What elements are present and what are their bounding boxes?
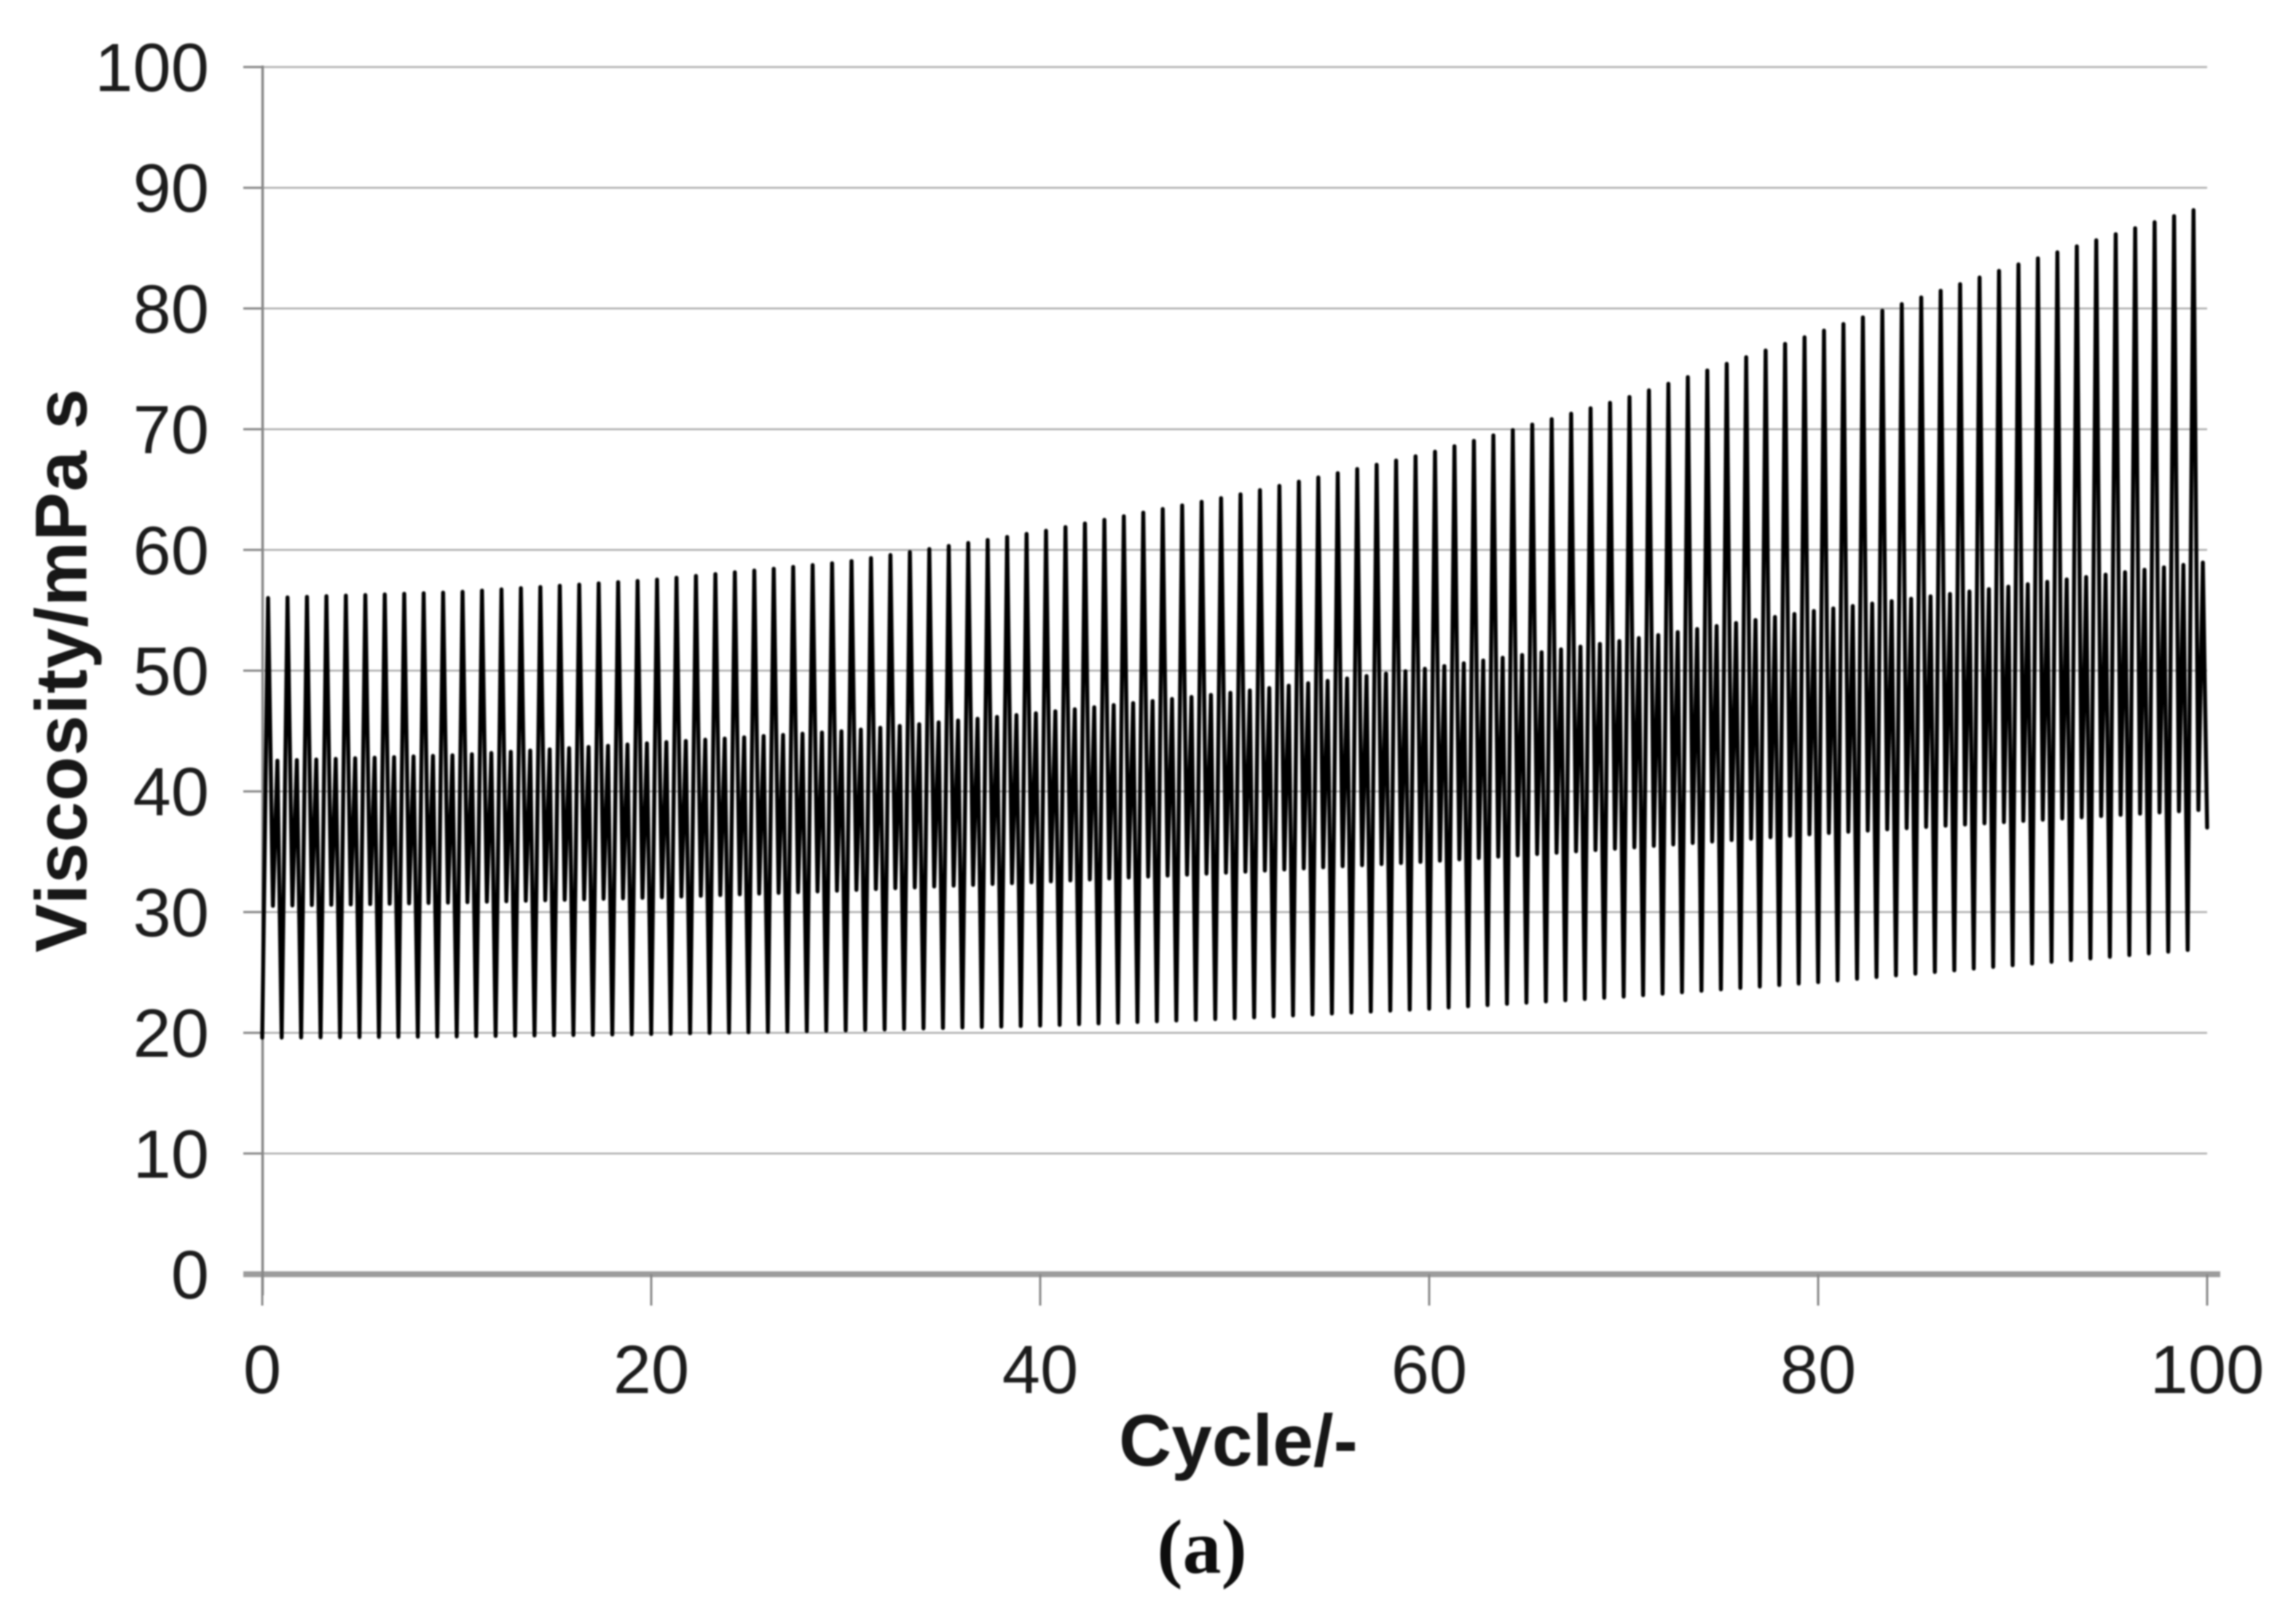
y-tick-label: 80 — [133, 270, 209, 347]
x-tick-label: 60 — [1391, 1331, 1468, 1408]
tick-labels-group: 0 10 20 30 40 50 60 70 80 90 100 0 20 40 60 80 100 — [95, 29, 2264, 1408]
y-tick-label: 40 — [133, 753, 209, 830]
y-tick-label: 30 — [133, 874, 209, 951]
y-tick-label: 0 — [171, 1236, 209, 1313]
x-tick-label: 20 — [613, 1331, 690, 1408]
y-tick-label: 50 — [133, 633, 209, 710]
x-tick-label: 0 — [243, 1331, 281, 1408]
x-tick-label: 80 — [1780, 1331, 1857, 1408]
x-tick-label: 40 — [1002, 1331, 1079, 1408]
axes-group — [243, 66, 2220, 1306]
y-tick-label: 60 — [133, 512, 209, 589]
x-axis-title: Cycle/- — [1119, 1400, 1358, 1482]
y-axis-title: Viscosity/mPa s — [20, 388, 103, 953]
y-tick-label: 20 — [133, 995, 209, 1072]
y-tick-label: 100 — [95, 29, 209, 106]
y-tick-label: 10 — [133, 1115, 209, 1192]
y-tick-label: 90 — [133, 150, 209, 227]
y-tick-label: 70 — [133, 391, 209, 468]
x-tick-label: 100 — [2150, 1331, 2265, 1408]
figure-caption: (a) — [1157, 1504, 1247, 1590]
viscosity-waveform — [260, 208, 2209, 1040]
series-group — [260, 208, 2209, 1040]
